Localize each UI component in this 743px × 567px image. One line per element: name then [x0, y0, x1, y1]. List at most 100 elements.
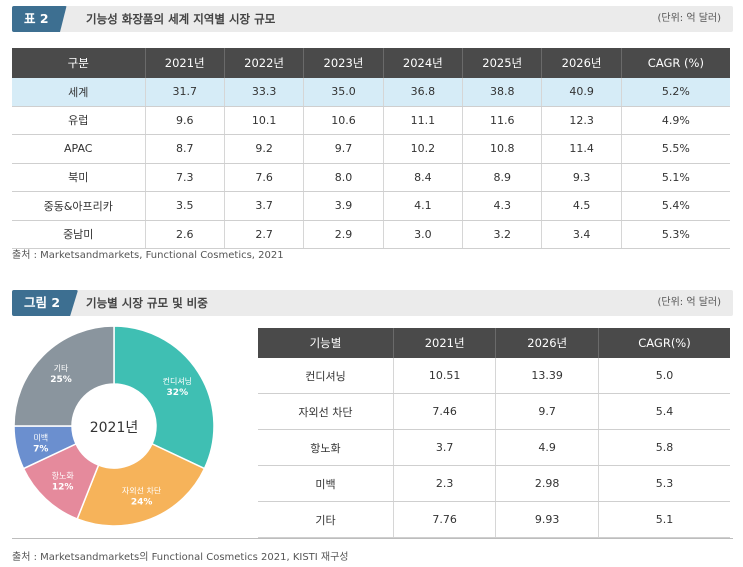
table-row: 북미 7.3 7.6 8.0 8.4 8.9 9.3 5.1%	[12, 163, 730, 192]
column-header: 2026년	[541, 48, 622, 78]
value-cell: 2.6	[145, 220, 225, 249]
value-cell: 8.4	[383, 163, 464, 192]
table-row: 중남미 2.6 2.7 2.9 3.0 3.2 3.4 5.3%	[12, 220, 730, 249]
table-unit: (단위: 억 달러)	[657, 13, 721, 24]
row-label-cell: 중남미	[12, 220, 146, 249]
slice-label: 기타	[54, 364, 69, 373]
value-cell: 11.4	[541, 134, 622, 164]
value-cell: 9.6	[145, 106, 225, 135]
value-cell: 4.5	[541, 191, 622, 221]
table-title: 기능성 화장품의 세계 지역별 시장 규모	[86, 12, 276, 26]
row-label-cell: 북미	[12, 163, 146, 192]
value-cell: 9.2	[224, 134, 305, 164]
value-cell: 35.0	[303, 78, 384, 107]
column-header: 2022년	[224, 48, 305, 78]
slice-label: 자외선 차단	[122, 486, 162, 496]
value-cell: 33.3	[224, 78, 305, 107]
table-header-row: 기능별 2021년 2026년 CAGR(%)	[258, 328, 730, 358]
table-header-row: 구분 2021년 2022년 2023년 2024년 2025년 2026년 CAGR (%)	[12, 48, 730, 78]
value-cell: 10.6	[303, 106, 384, 135]
value-cell: 3.7	[224, 191, 305, 221]
table-row: 항노화 3.7 4.9 5.8	[258, 429, 730, 466]
value-cell: 4.9	[495, 429, 599, 466]
value-cell: 4.9%	[621, 106, 730, 135]
function-market-table: 기능별 2021년 2026년 CAGR(%) 컨디셔닝 10.51 13.39 5.0 자외…	[258, 328, 730, 538]
value-cell: 5.8	[598, 429, 730, 466]
function-share-donut-chart: 2021년 컨디셔닝 32% 자외선 차단 24% 항노화 12% 미백 7% 기타 25%	[14, 325, 214, 527]
value-cell: 3.5	[145, 191, 225, 221]
figure-caption-bar: 그림 2 기능별 시장 규모 및 비중 (단위: 억 달러)	[12, 290, 733, 316]
slice-label: 미백	[33, 432, 48, 442]
value-cell: 5.3%	[621, 220, 730, 249]
table-caption-bar: 표 2 기능성 화장품의 세계 지역별 시장 규모 (단위: 억 달러)	[12, 6, 733, 32]
donut-center-label: 2021년	[90, 420, 139, 436]
table-row: 자외선 차단 7.46 9.7 5.4	[258, 393, 730, 430]
value-cell: 5.4	[598, 393, 730, 430]
value-cell: 8.7	[145, 134, 225, 164]
figure-title: 기능별 시장 규모 및 비중	[86, 296, 208, 310]
value-cell: 2.3	[393, 465, 497, 502]
value-cell: 4.3	[462, 191, 543, 221]
slice-label: 컨디셔닝	[163, 376, 192, 386]
column-header: CAGR (%)	[621, 48, 730, 78]
column-header: 2023년	[303, 48, 384, 78]
value-cell: 5.1	[598, 501, 730, 538]
value-cell: 3.4	[541, 220, 622, 249]
regional-market-table: 구분 2021년 2022년 2023년 2024년 2025년 2026년 CAGR (%)…	[12, 48, 730, 249]
value-cell: 10.1	[224, 106, 305, 135]
row-label-cell: 자외선 차단	[258, 393, 394, 430]
value-cell: 11.1	[383, 106, 464, 135]
column-header: 2021년	[393, 328, 497, 358]
value-cell: 2.7	[224, 220, 305, 249]
value-cell: 5.1%	[621, 163, 730, 192]
value-cell: 8.0	[303, 163, 384, 192]
row-label-cell: 유럽	[12, 106, 146, 135]
value-cell: 11.6	[462, 106, 543, 135]
value-cell: 5.2%	[621, 78, 730, 107]
value-cell: 10.2	[383, 134, 464, 164]
value-cell: 5.0	[598, 358, 730, 394]
row-label-cell: 중동&아프리카	[12, 191, 146, 221]
value-cell: 8.9	[462, 163, 543, 192]
value-cell: 3.2	[462, 220, 543, 249]
row-label-cell: 기타	[258, 501, 394, 538]
slice-value-label: 12%	[52, 483, 74, 493]
row-label-cell: 항노화	[258, 429, 394, 466]
slice-value-label: 32%	[167, 388, 189, 398]
figure-tag: 그림 2	[12, 290, 79, 316]
value-cell: 5.5%	[621, 134, 730, 164]
source-divider	[12, 538, 733, 539]
value-cell: 40.9	[541, 78, 622, 107]
value-cell: 13.39	[495, 358, 599, 394]
value-cell: 7.3	[145, 163, 225, 192]
value-cell: 7.76	[393, 501, 497, 538]
table-row: 컨디셔닝 10.51 13.39 5.0	[258, 358, 730, 394]
slice-value-label: 7%	[33, 444, 48, 454]
value-cell: 31.7	[145, 78, 225, 107]
column-header: CAGR(%)	[598, 328, 730, 358]
column-header: 2025년	[462, 48, 543, 78]
value-cell: 7.46	[393, 393, 497, 430]
table-row: 중동&아프리카 3.5 3.7 3.9 4.1 4.3 4.5 5.4%	[12, 191, 730, 221]
column-header: 구분	[12, 48, 146, 78]
value-cell: 12.3	[541, 106, 622, 135]
slice-label: 항노화	[52, 472, 75, 481]
column-header: 2021년	[145, 48, 225, 78]
table-row: APAC 8.7 9.2 9.7 10.2 10.8 11.4 5.5%	[12, 134, 730, 164]
column-header: 2024년	[383, 48, 464, 78]
table-source: 출처 : Marketsandmarkets, Functional Cosme…	[12, 250, 284, 261]
row-label-cell: APAC	[12, 134, 146, 164]
value-cell: 3.0	[383, 220, 464, 249]
value-cell: 3.7	[393, 429, 497, 466]
row-label-cell: 세계	[12, 78, 146, 107]
value-cell: 10.51	[393, 358, 497, 394]
slice-value-label: 24%	[131, 498, 153, 508]
value-cell: 2.98	[495, 465, 599, 502]
figure-source: 출처 : Marketsandmarkets의 Functional Cosme…	[12, 552, 349, 563]
value-cell: 2.9	[303, 220, 384, 249]
slice-value-label: 25%	[50, 375, 72, 385]
row-label-cell: 컨디셔닝	[258, 358, 394, 394]
column-header: 기능별	[258, 328, 394, 358]
table-tag: 표 2	[12, 6, 67, 32]
value-cell: 4.1	[383, 191, 464, 221]
